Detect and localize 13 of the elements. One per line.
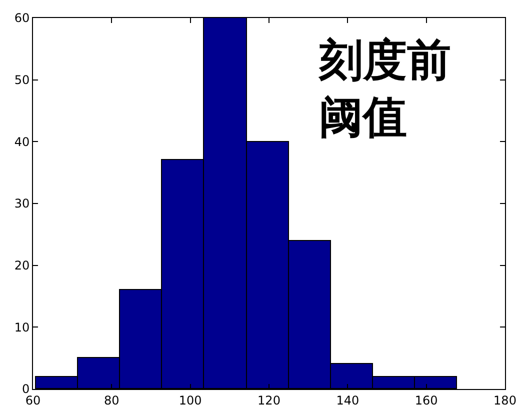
x-tick-label: 140 — [336, 393, 360, 408]
x-tick-label: 180 — [494, 393, 516, 408]
y-tick-label: 50 — [14, 73, 30, 88]
x-tick-label: 80 — [104, 393, 120, 408]
x-tick-label: 120 — [258, 393, 280, 408]
y-tick-label: 30 — [14, 196, 30, 211]
annotation: 刻度前阈值 — [318, 35, 451, 144]
y-tick-label: 20 — [14, 258, 30, 273]
y-tick-label: 10 — [14, 320, 30, 334]
y-tick-label: 40 — [14, 134, 30, 149]
y-tick-label: 60 — [14, 11, 30, 26]
x-tick-label: 160 — [414, 393, 438, 408]
x-tick-label: 100 — [178, 393, 202, 408]
